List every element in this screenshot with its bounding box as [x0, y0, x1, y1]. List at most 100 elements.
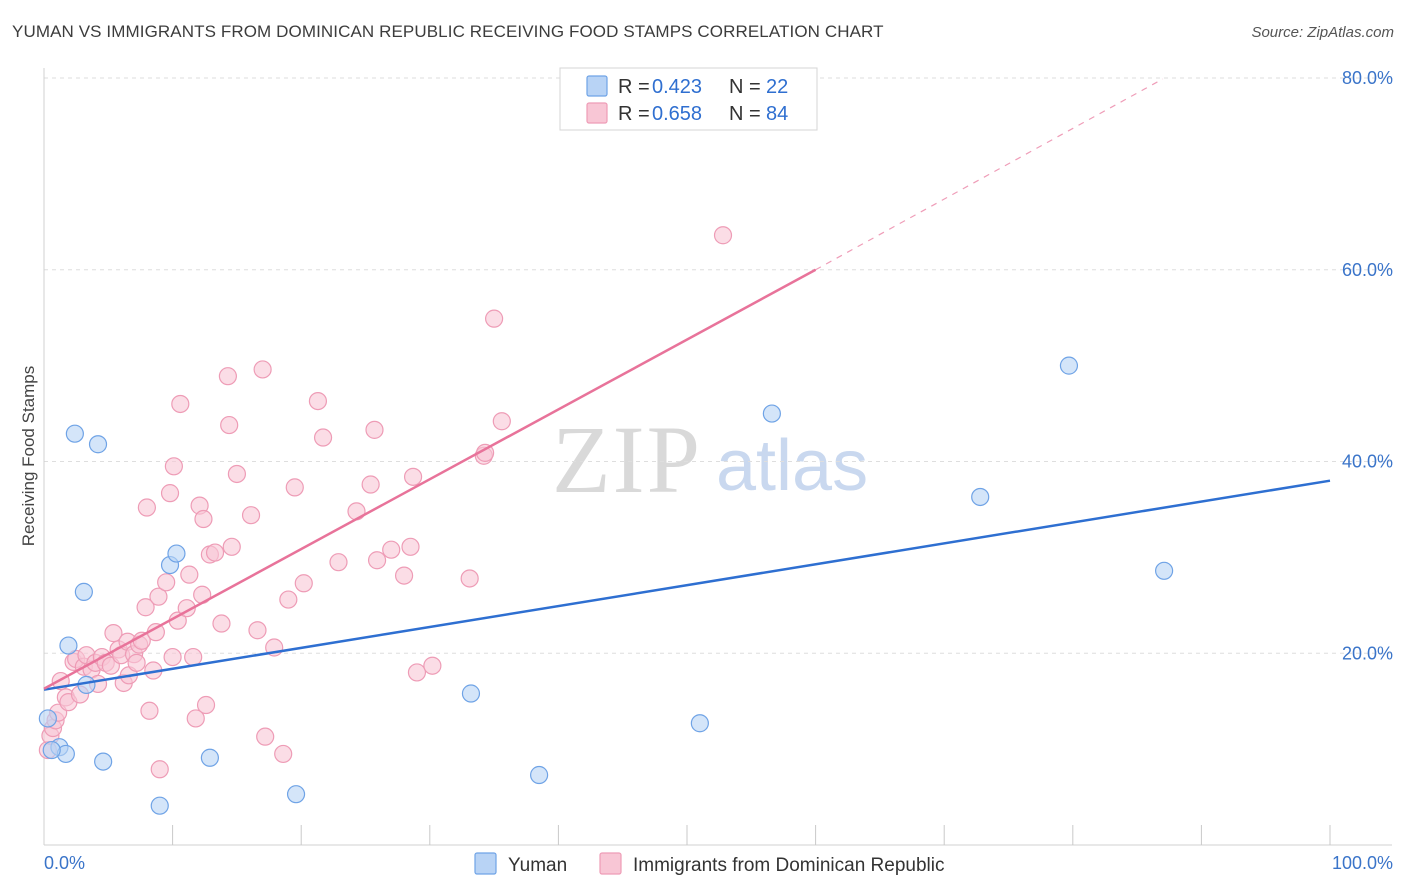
bottom-legend-swatch-yuman	[474, 852, 497, 875]
bottom-legend: Yuman Immigrants from Dominican Republic	[474, 852, 945, 876]
point-dominican-43	[180, 565, 199, 584]
point-dominican-57	[241, 506, 261, 525]
point-dominican-64	[285, 478, 304, 497]
point-dominican-62	[274, 744, 293, 764]
point-dominican-53	[218, 367, 237, 386]
y-tick-label-40: 40.0%	[1342, 452, 1393, 472]
point-dominican-49	[196, 695, 216, 715]
legend-r-value-yuman: 0.423	[652, 76, 702, 98]
legend-r-value-dominican: 0.658	[652, 103, 702, 125]
point-dominican-59	[253, 360, 272, 379]
point-dominican-36	[157, 573, 176, 592]
point-dominican-48	[194, 509, 213, 529]
y-tick-label-20: 20.0%	[1342, 643, 1393, 663]
y-tick-labels: 20.0% 40.0% 60.0% 80.0%	[1342, 68, 1393, 663]
point-yuman-14	[461, 684, 481, 703]
bottom-legend-label-dominican: Immigrants from Dominican Republic	[633, 855, 945, 876]
top-legend: R = 0.423 N = 22 R = 0.658 N = 84	[559, 67, 818, 131]
watermark-zip: ZIP	[552, 406, 702, 513]
point-dominican-82	[492, 412, 511, 431]
point-dominican-34	[149, 587, 168, 606]
point-yuman-4	[65, 424, 84, 443]
point-yuman-20	[1155, 561, 1174, 580]
legend-r-label-dominican: R =	[618, 103, 650, 125]
point-dominican-69	[347, 502, 366, 521]
y-tick-label-80: 80.0%	[1342, 68, 1393, 88]
point-dominican-73	[382, 540, 401, 559]
point-dominican-83	[485, 309, 504, 328]
trend-lines	[43, 78, 1331, 691]
source-credit: Source: ZipAtlas.com	[1251, 24, 1394, 41]
legend-swatch-yuman	[586, 75, 608, 97]
legend-n-value-yuman: 22	[766, 76, 788, 98]
point-yuman-5	[74, 582, 93, 601]
point-yuman-18	[971, 487, 990, 507]
legend-n-value-dominican: 84	[766, 103, 788, 125]
legend-n-label-dominican: N =	[729, 103, 761, 125]
legend-swatch-dominican	[586, 102, 608, 124]
y-tick-label-60: 60.0%	[1342, 260, 1393, 280]
point-dominican-26	[127, 653, 146, 672]
trend-line-dominican	[43, 268, 817, 690]
bottom-legend-label-yuman: Yuman	[508, 855, 567, 876]
point-yuman-3	[59, 636, 78, 655]
point-dominican-56	[227, 464, 246, 484]
point-dominican-39	[164, 457, 183, 476]
legend-n-label-yuman: N =	[729, 76, 761, 98]
point-dominican-31	[140, 701, 159, 720]
point-dominican-52	[212, 614, 231, 633]
point-dominican-58	[248, 621, 267, 640]
point-dominican-51	[205, 543, 225, 562]
point-dominican-45	[186, 709, 205, 728]
trend-line-dominican-extension	[815, 78, 1164, 271]
point-dominican-60	[256, 727, 275, 746]
point-dominican-77	[407, 663, 427, 682]
chart-title: YUMAN VS IMMIGRANTS FROM DOMINICAN REPUB…	[12, 22, 884, 41]
point-dominican-41	[171, 394, 190, 414]
y-axis-label: Receiving Food Stamps	[19, 366, 38, 546]
point-dominican-55	[222, 537, 241, 556]
point-dominican-84	[713, 226, 733, 245]
watermark-atlas: atlas	[716, 426, 868, 506]
point-dominican-66	[308, 391, 328, 411]
point-yuman-7	[88, 435, 108, 454]
point-dominican-72	[367, 551, 387, 570]
point-dominican-71	[365, 420, 384, 439]
point-dominican-54	[220, 415, 239, 435]
x-tick-label-min: 0.0%	[44, 853, 85, 873]
trend-line-yuman	[43, 479, 1331, 691]
point-yuman-16	[690, 714, 709, 733]
point-yuman-12	[200, 748, 219, 767]
point-dominican-63	[279, 590, 298, 609]
point-yuman-19	[1059, 356, 1079, 375]
point-yuman-8	[94, 752, 113, 771]
point-dominican-67	[313, 428, 333, 447]
x-tick-label-max: 100.0%	[1332, 853, 1393, 873]
point-dominican-79	[460, 569, 479, 588]
x-ticks	[172, 825, 1331, 845]
point-dominican-38	[163, 647, 182, 667]
point-dominican-76	[403, 467, 423, 486]
point-yuman-9	[150, 796, 169, 815]
point-dominican-70	[361, 475, 380, 494]
point-yuman-15	[530, 765, 549, 785]
point-dominican-75	[401, 537, 420, 556]
point-yuman-17	[762, 404, 781, 423]
point-yuman-21	[42, 740, 61, 760]
point-yuman-11	[167, 544, 186, 563]
data-points	[38, 226, 1174, 815]
point-dominican-37	[160, 484, 180, 503]
point-yuman-0	[38, 709, 57, 728]
legend-r-label-yuman: R =	[618, 76, 650, 98]
point-dominican-65	[294, 574, 313, 593]
bottom-legend-swatch-dominican	[599, 852, 622, 875]
point-dominican-44	[184, 647, 203, 667]
point-dominican-68	[329, 553, 348, 572]
point-dominican-74	[394, 566, 414, 585]
point-dominican-78	[423, 656, 442, 675]
point-dominican-30	[137, 498, 156, 517]
point-dominican-19	[104, 624, 123, 643]
gridlines	[44, 77, 1392, 654]
point-dominican-29	[136, 598, 155, 617]
